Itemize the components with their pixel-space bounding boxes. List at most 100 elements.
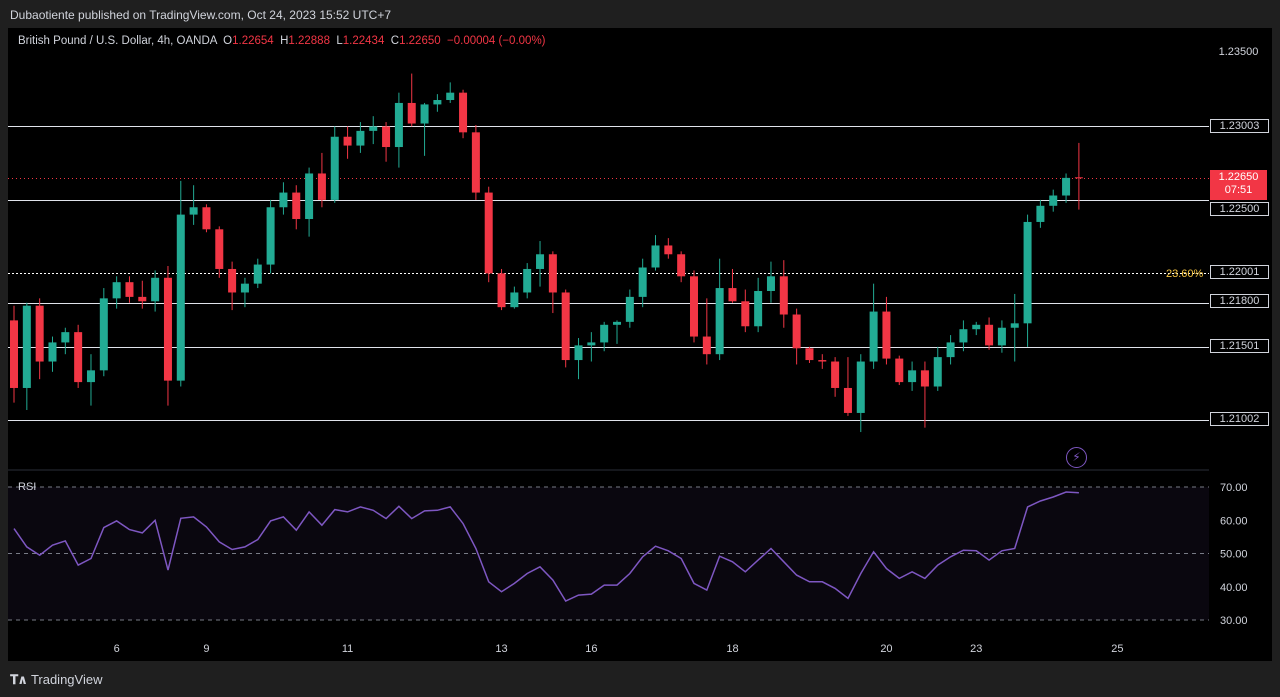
candle-body <box>933 357 942 387</box>
candle-body <box>407 102 416 124</box>
candle-body <box>266 207 275 265</box>
last-price-value: 1.22650 <box>1218 171 1259 183</box>
price-level-label: 1.21501 <box>1210 339 1269 353</box>
chart-area[interactable] <box>8 28 1272 661</box>
candle-body <box>112 282 121 299</box>
price-level-label: 1.21002 <box>1210 412 1269 426</box>
price-scale-top-label: 1.23500 <box>1210 46 1267 58</box>
lightning-icon[interactable]: ⚡ <box>1066 447 1087 468</box>
candle-body <box>548 254 557 293</box>
candle-body <box>420 104 429 124</box>
candle-body <box>638 267 647 297</box>
change-value: −0.00004 (−0.00%) <box>447 35 546 47</box>
candle-body <box>99 298 108 371</box>
time-axis-label: 16 <box>585 643 597 655</box>
candle-body <box>330 136 339 200</box>
close-label: C <box>390 35 400 47</box>
candle-body <box>1049 195 1058 206</box>
candle-body <box>484 192 493 274</box>
high-value: 1.22888 <box>288 35 330 47</box>
low-value: 1.22434 <box>342 35 385 47</box>
candle-body <box>74 332 83 383</box>
time-axis-label: 23 <box>970 643 982 655</box>
time-axis-label: 11 <box>342 643 353 655</box>
price-level-label: 1.22500 <box>1210 202 1269 216</box>
tradingview-logo-icon: 𝐓∧ <box>10 672 28 687</box>
rsi-pane-title: RSI <box>18 481 37 493</box>
candle-body <box>689 276 698 337</box>
candle-body <box>1023 221 1032 324</box>
candle-body <box>985 324 994 346</box>
rsi-line <box>13 491 1079 602</box>
candle-body <box>587 342 596 346</box>
time-axis-label: 25 <box>1111 643 1123 655</box>
candle-body <box>253 264 262 284</box>
candle-body <box>997 327 1006 346</box>
candle-body <box>22 305 31 388</box>
open-label: O <box>223 35 233 47</box>
time-axis-label: 20 <box>880 643 892 655</box>
candle-body <box>369 126 378 131</box>
candle-body <box>163 277 172 381</box>
candle-body <box>497 273 506 308</box>
candle-body <box>702 336 711 355</box>
bar-countdown: 07:51 <box>1224 184 1253 196</box>
candle-body <box>715 288 724 355</box>
last-price-badge: 1.22650 07:51 <box>1210 170 1267 200</box>
candle-body <box>972 324 981 330</box>
candle-body <box>869 311 878 362</box>
candle-body <box>202 207 211 230</box>
candle-body <box>292 192 301 220</box>
candle-body <box>317 173 326 200</box>
candle-body <box>920 370 929 387</box>
open-value: 1.22654 <box>232 35 274 47</box>
price-level-label: 1.21800 <box>1210 294 1269 308</box>
published-caption: Dubaotiente published on TradingView.com… <box>10 8 392 22</box>
candle-body <box>625 296 634 322</box>
candle-body <box>459 92 468 133</box>
candle-body <box>125 282 134 297</box>
rsi-tick-label: 30.00 <box>1220 615 1248 627</box>
time-axis-label: 6 <box>114 643 120 655</box>
time-axis-label: 9 <box>203 643 209 655</box>
candle-body <box>305 173 314 220</box>
candle-body <box>151 277 160 302</box>
footer-bar <box>0 661 1280 697</box>
candle-body <box>766 276 775 292</box>
candle-body <box>561 292 570 361</box>
candle-body <box>86 370 95 383</box>
symbol-legend: British Pound / U.S. Dollar, 4h, OANDA O… <box>18 35 546 47</box>
candle-body <box>1010 323 1019 328</box>
time-axis-label: 13 <box>495 643 507 655</box>
candle-body <box>843 387 852 413</box>
candle-body <box>613 321 622 325</box>
candle-body <box>48 342 57 362</box>
candle-body <box>356 130 365 146</box>
high-label: H <box>280 35 289 47</box>
candle-body <box>831 361 840 388</box>
candle-body <box>946 342 955 358</box>
candle-body <box>895 358 904 383</box>
candle-body <box>856 361 865 413</box>
candle-body <box>600 324 609 343</box>
price-level-label: 1.23003 <box>1210 119 1269 133</box>
candle-body <box>176 214 185 381</box>
candle-body <box>1074 177 1083 179</box>
candle-body <box>35 305 44 362</box>
brand-name: TradingView <box>30 672 103 687</box>
candle-body <box>394 102 403 148</box>
candle-body <box>433 100 442 105</box>
candle-body <box>1036 205 1045 222</box>
rsi-tick-label: 40.00 <box>1220 582 1248 594</box>
candle-body <box>664 245 673 255</box>
candle-body <box>138 296 147 302</box>
candle-body <box>446 92 455 101</box>
symbol-title: British Pound / U.S. Dollar, 4h, OANDA <box>18 35 217 47</box>
candle-body <box>728 288 737 302</box>
candle-body <box>523 268 532 293</box>
candle-body <box>536 254 545 269</box>
rsi-tick-label: 50.00 <box>1220 549 1248 561</box>
candle-body <box>279 192 288 208</box>
fib-level-label: 23.60% <box>1166 268 1204 280</box>
